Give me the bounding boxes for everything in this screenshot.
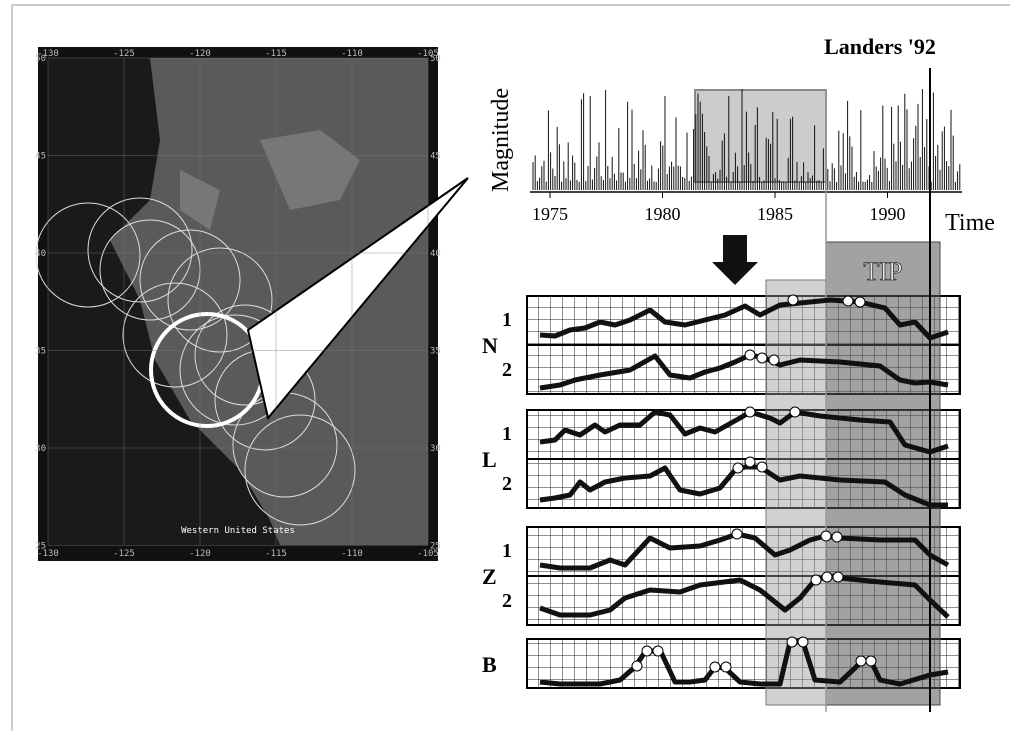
- arrow: [712, 235, 758, 285]
- map-y-tick: 25: [430, 542, 441, 552]
- group-label: N: [482, 333, 498, 358]
- group-label: Z: [482, 564, 497, 589]
- x-axis-label: Time: [945, 210, 995, 236]
- figure: Western United States -130-130-125-125-1…: [0, 0, 1010, 731]
- map-x-tick: -115: [265, 49, 287, 59]
- row-label: 1: [502, 309, 512, 331]
- row-label: 2: [502, 359, 512, 381]
- year-label: 1985: [757, 204, 793, 224]
- map-x-tick: -110: [341, 549, 363, 559]
- map-x-tick: -115: [265, 549, 287, 559]
- row-label: 2: [502, 473, 512, 495]
- map-x-tick: -110: [341, 49, 363, 59]
- y-axis-label: Magnitude: [488, 88, 514, 192]
- year-label: 1975: [532, 204, 568, 224]
- map-x-tick: -125: [113, 49, 135, 59]
- window: [695, 90, 826, 182]
- map-y-tick: 35: [430, 347, 441, 357]
- map-y-tick: 45: [430, 152, 441, 162]
- group-label: B: [482, 652, 497, 677]
- map-y-tick: 25: [35, 542, 46, 552]
- row-label: 1: [502, 423, 512, 445]
- row-label: 2: [502, 590, 512, 612]
- year-label: 1980: [645, 204, 681, 224]
- map-y-tick: 45: [35, 152, 46, 162]
- map-y-tick: 40: [430, 249, 441, 259]
- map-x-tick: -125: [113, 549, 135, 559]
- map-y-tick: 35: [35, 347, 46, 357]
- map-caption: Western United States: [181, 526, 295, 536]
- year-label: 1990: [870, 204, 906, 224]
- map-y-tick: 40: [35, 249, 46, 259]
- event-label: Landers '92: [824, 34, 936, 59]
- row-label: 1: [502, 540, 512, 562]
- map-y-tick: 50: [35, 54, 46, 64]
- map-x-tick: -120: [189, 49, 211, 59]
- map-x-tick: -120: [189, 549, 211, 559]
- tip-zone: [826, 242, 940, 705]
- map-y-tick: 50: [430, 54, 441, 64]
- map-y-tick: 30: [35, 444, 46, 454]
- group-label: L: [482, 447, 497, 472]
- map-y-tick: 30: [430, 444, 441, 454]
- tip-label: TIP: [864, 257, 903, 286]
